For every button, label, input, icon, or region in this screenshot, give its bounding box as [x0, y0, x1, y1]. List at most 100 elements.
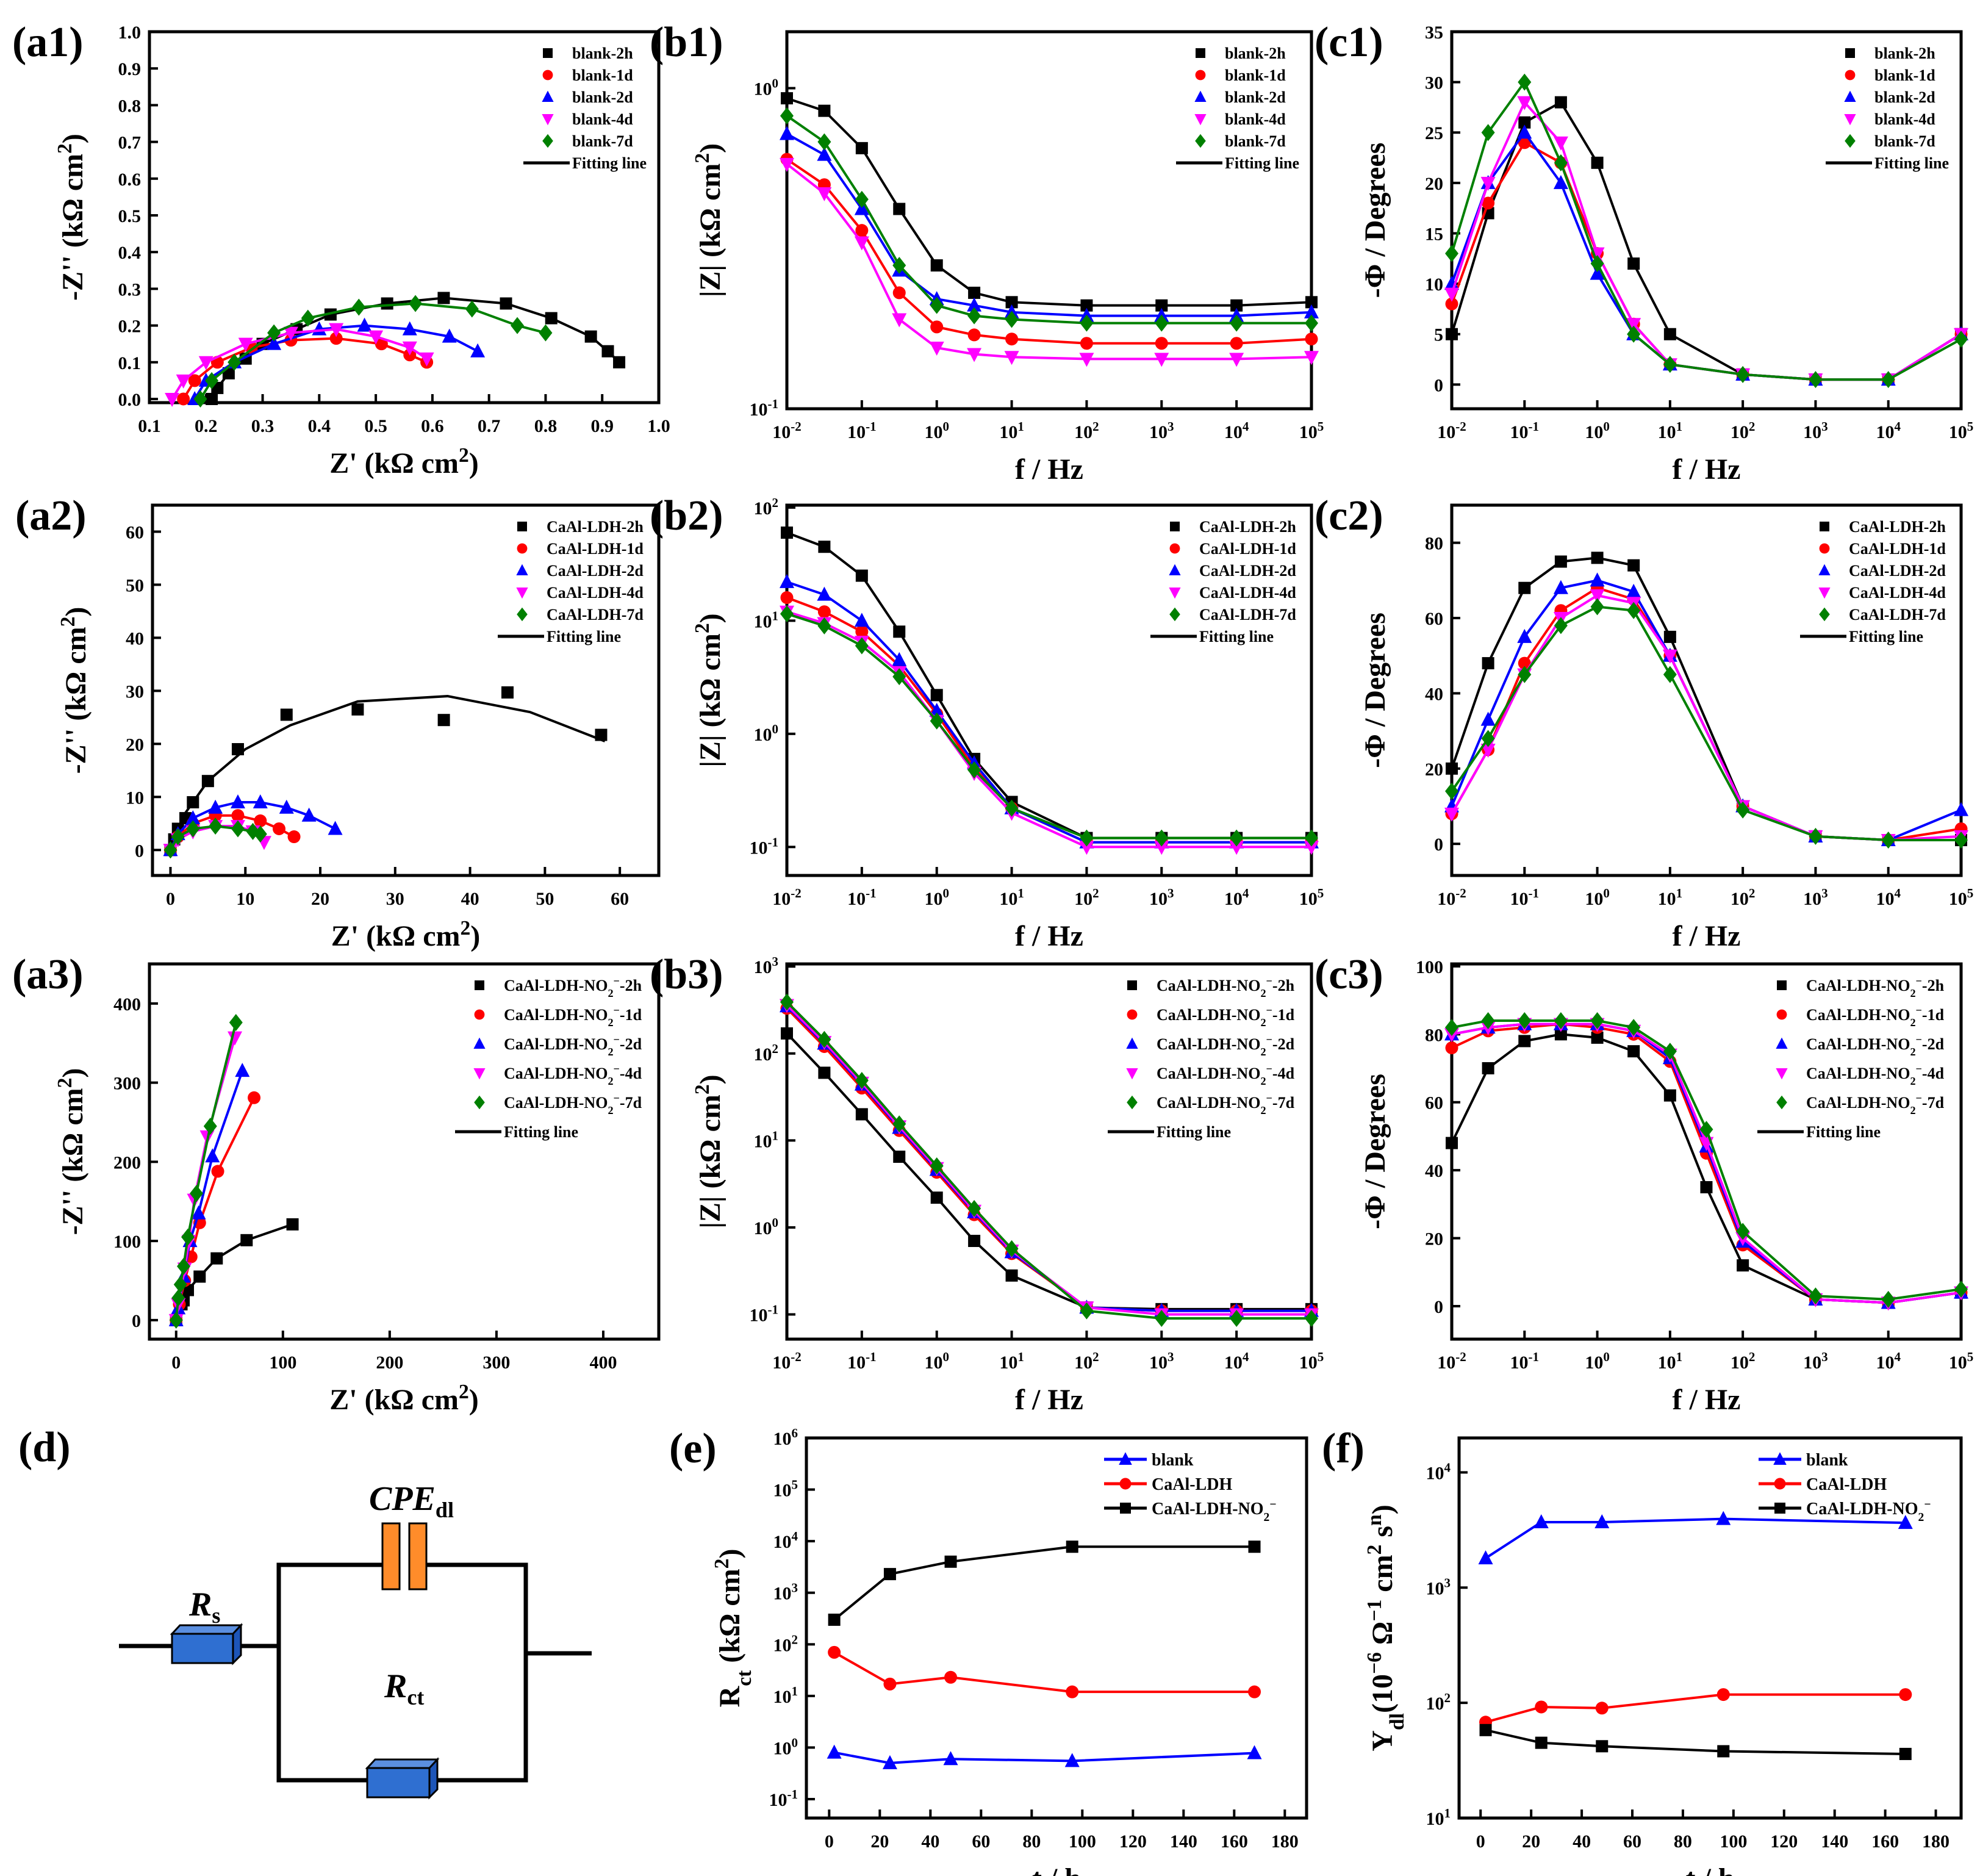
legend: CaAl-LDH-2h CaAl-LDH-1d CaAl-LDH-2d CaAl-LD…	[1800, 518, 1946, 645]
x-tick-label: 20	[311, 889, 329, 909]
data-point	[1305, 314, 1318, 332]
fitting-line	[1451, 1022, 1962, 1304]
data-point	[1005, 799, 1019, 817]
chart-b2: (b2) 10-2 10-1 100 101 102 103 104 105 10-1 100 101…	[650, 492, 1324, 952]
fitting-line	[833, 1545, 1255, 1621]
y-tick-label: 0.7	[118, 133, 142, 153]
data-point	[1596, 1740, 1609, 1753]
legend: CaAl-LDH-NO2−-2h CaAl-LDH-NO2−-1d CaAl-LDH…	[1108, 975, 1295, 1141]
data-point	[1626, 318, 1641, 332]
data-point	[280, 708, 293, 721]
panel-label-e: (e)	[669, 1425, 717, 1472]
legend-marker	[1196, 48, 1205, 58]
data-point	[1591, 1031, 1604, 1044]
y-tick-label: 20	[1425, 760, 1443, 780]
data-point	[381, 297, 393, 310]
data-point	[1627, 1045, 1640, 1058]
x-tick-label: 105	[1949, 419, 1974, 442]
data-point	[1518, 581, 1531, 594]
data-point	[855, 1071, 869, 1089]
data-point	[206, 392, 218, 405]
data-point	[301, 807, 317, 822]
legend-marker	[1194, 114, 1207, 126]
equivalent-circuit-diagram: (d) Rs CPEdl Rct	[18, 1424, 592, 1800]
circuit-wires	[119, 1562, 592, 1783]
data-point	[231, 820, 245, 838]
data-point	[892, 668, 906, 686]
data-point	[1594, 1514, 1610, 1528]
x-tick-label: 400	[589, 1353, 617, 1373]
legend-marker	[1119, 1478, 1132, 1490]
y-tick-label: 102	[1426, 1691, 1451, 1714]
data-point	[1518, 73, 1532, 91]
data-point	[1247, 1745, 1262, 1759]
x-tick-label: 105	[1299, 419, 1324, 442]
legend: CaAl-LDH-NO2−-2h CaAl-LDH-NO2−-1d CaAl-LDH…	[1757, 975, 1945, 1141]
chart-c3: (c3) 10-2 10-1 100 101 102 103 104 105 0 20 40 60 80 1…	[1315, 951, 1973, 1416]
data-point	[198, 356, 213, 370]
data-point	[1554, 154, 1568, 171]
y-tick-label: 0	[1434, 1297, 1443, 1317]
data-point	[893, 203, 906, 215]
legend-marker	[1195, 134, 1206, 148]
data-point	[173, 1276, 187, 1293]
data-point	[1005, 1240, 1019, 1257]
legend-label-fitting-line: Fitting line	[1849, 628, 1923, 645]
y-tick-label: 10-1	[769, 1787, 798, 1810]
data-point	[1155, 1310, 1169, 1328]
resistor-rs	[170, 1623, 243, 1666]
x-tick-label: 300	[482, 1353, 510, 1373]
y-tick-label: 100	[1416, 957, 1443, 977]
data-point	[545, 312, 558, 325]
x-tick-label: 101	[999, 886, 1024, 909]
data-point	[1155, 829, 1169, 847]
legend-marker	[1845, 48, 1855, 58]
data-point	[328, 821, 343, 835]
x-tick-label: 10	[236, 889, 254, 909]
data-point	[1736, 801, 1750, 819]
data-point	[967, 348, 982, 362]
legend-marker	[517, 607, 528, 622]
data-point	[1446, 762, 1458, 775]
data-point	[854, 201, 869, 215]
x-tick-label: 104	[1224, 419, 1249, 442]
legend-label: CaAl-LDH-NO2−-4d	[504, 1063, 642, 1087]
data-point	[238, 337, 253, 352]
x-tick-label: 101	[1658, 419, 1683, 442]
data-point	[357, 317, 372, 332]
legend-marker	[1844, 90, 1856, 102]
data-point	[780, 157, 794, 172]
x-tick-label: 160	[1221, 1831, 1248, 1852]
data-point	[1590, 255, 1604, 273]
y-tick-label: 100	[754, 722, 779, 745]
legend-marker	[542, 114, 554, 126]
data-point	[1080, 314, 1094, 332]
legend-marker	[1127, 1095, 1138, 1110]
x-tick-label: 100	[269, 1353, 296, 1373]
data-point	[1627, 325, 1641, 343]
legend-marker	[473, 1068, 486, 1080]
y-tick-label: 104	[773, 1529, 798, 1552]
data-point	[1445, 782, 1458, 800]
data-point	[817, 605, 831, 619]
data-point	[595, 728, 608, 741]
data-point	[780, 591, 794, 605]
data-point	[1079, 841, 1094, 855]
x-tick-label: 10-1	[1510, 886, 1540, 909]
series-caal-ldh-no-2-7d	[780, 993, 1318, 1328]
legend-marker	[542, 134, 553, 148]
legend-label: CaAl-LDH-NO2−	[1806, 1498, 1931, 1524]
fitting-line	[1451, 141, 1962, 381]
x-tick-label: 0.9	[590, 416, 614, 436]
legend-marker	[474, 1009, 485, 1020]
data-point	[1663, 328, 1676, 340]
data-point	[402, 341, 417, 356]
data-point	[1080, 1302, 1094, 1320]
legend-marker	[542, 90, 554, 102]
data-point	[818, 1066, 831, 1079]
data-point	[539, 324, 553, 342]
data-point	[437, 292, 450, 304]
x-tick-label: 100	[1069, 1831, 1096, 1852]
legend-label: CaAl-LDH-NO2−-4d	[1157, 1063, 1295, 1087]
x-tick-label: 100	[1720, 1831, 1747, 1852]
